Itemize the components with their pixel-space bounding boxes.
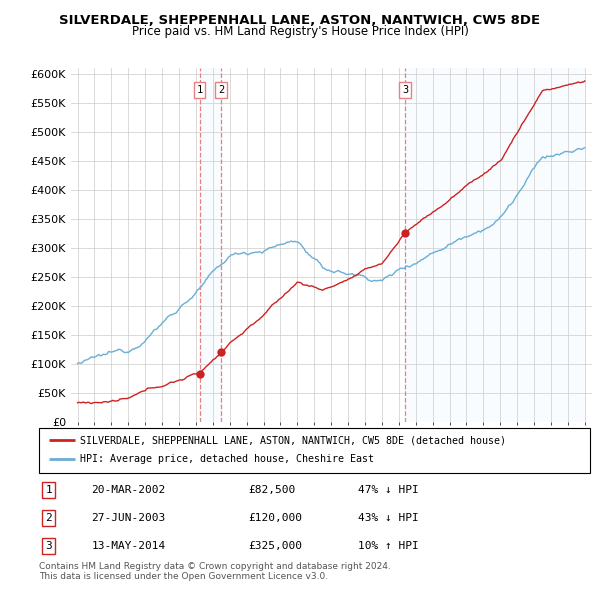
Text: 2: 2	[218, 85, 224, 95]
Bar	[405, 68, 585, 422]
Bar	[200, 68, 221, 422]
Text: SILVERDALE, SHEPPENHALL LANE, ASTON, NANTWICH, CW5 8DE: SILVERDALE, SHEPPENHALL LANE, ASTON, NAN…	[59, 14, 541, 27]
Text: 20-MAR-2002: 20-MAR-2002	[91, 485, 166, 495]
Text: 43% ↓ HPI: 43% ↓ HPI	[358, 513, 419, 523]
Text: 1: 1	[197, 85, 203, 95]
Text: 47% ↓ HPI: 47% ↓ HPI	[358, 485, 419, 495]
Text: £82,500: £82,500	[248, 485, 296, 495]
Text: HPI: Average price, detached house, Cheshire East: HPI: Average price, detached house, Ches…	[80, 454, 374, 464]
FancyBboxPatch shape	[39, 428, 590, 473]
Text: £120,000: £120,000	[248, 513, 302, 523]
Text: 3: 3	[402, 85, 408, 95]
Text: 10% ↑ HPI: 10% ↑ HPI	[358, 541, 419, 551]
Text: Price paid vs. HM Land Registry's House Price Index (HPI): Price paid vs. HM Land Registry's House …	[131, 25, 469, 38]
Text: 3: 3	[46, 541, 52, 551]
Text: SILVERDALE, SHEPPENHALL LANE, ASTON, NANTWICH, CW5 8DE (detached house): SILVERDALE, SHEPPENHALL LANE, ASTON, NAN…	[80, 435, 506, 445]
Text: Contains HM Land Registry data © Crown copyright and database right 2024.
This d: Contains HM Land Registry data © Crown c…	[39, 562, 391, 581]
Text: 13-MAY-2014: 13-MAY-2014	[91, 541, 166, 551]
Text: £325,000: £325,000	[248, 541, 302, 551]
Text: 2: 2	[46, 513, 52, 523]
Text: 1: 1	[46, 485, 52, 495]
Text: 27-JUN-2003: 27-JUN-2003	[91, 513, 166, 523]
